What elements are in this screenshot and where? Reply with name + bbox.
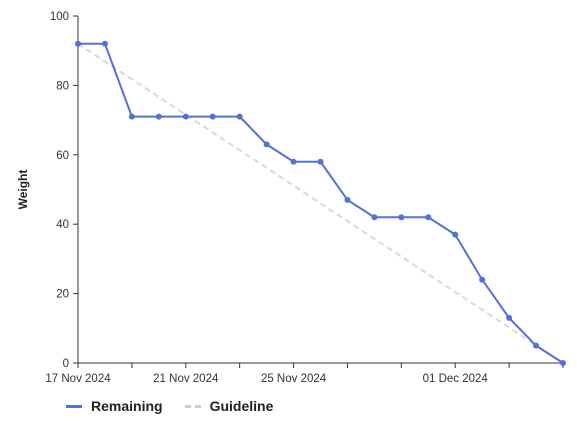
remaining-point (155, 113, 162, 120)
remaining-point (236, 113, 243, 120)
x-tick-label: 17 Nov 2024 (45, 373, 111, 385)
y-tick-label: 100 (50, 11, 69, 23)
y-tick-label: 60 (56, 150, 69, 162)
x-tick-label: 01 Dec 2024 (423, 373, 489, 385)
remaining-point (128, 113, 135, 120)
remaining-point (560, 360, 566, 366)
y-axis: 0 20 40 60 80 100 (50, 11, 79, 370)
legend-swatch-guideline (184, 404, 201, 408)
y-tick-label: 80 (56, 80, 69, 92)
remaining-point (101, 40, 108, 47)
y-tick-label: 20 (56, 289, 69, 301)
remaining-point (479, 276, 486, 283)
legend-swatch-remaining (66, 404, 82, 408)
x-tick-label: 25 Nov 2024 (261, 373, 327, 385)
remaining-point (425, 214, 432, 221)
remaining-point (344, 196, 351, 203)
remaining-point (506, 314, 513, 321)
x-tick-label: 21 Nov 2024 (153, 373, 219, 385)
remaining-point (371, 214, 378, 221)
y-axis-title: Weight (16, 170, 30, 210)
remaining-point (75, 40, 81, 47)
remaining-point (263, 141, 270, 148)
legend-item-guideline[interactable]: Guideline (184, 398, 274, 414)
guideline-line (77, 42, 564, 364)
y-tick-label: 0 (63, 358, 69, 370)
remaining-series (75, 40, 566, 366)
remaining-point (290, 158, 297, 165)
remaining-point (182, 113, 189, 120)
legend-label-guideline: Guideline (209, 398, 274, 414)
x-axis: 17 Nov 2024 21 Nov 2024 25 Nov 2024 01 Dec … (45, 362, 564, 385)
legend: Remaining Guideline (66, 398, 273, 414)
guideline-series (77, 42, 564, 364)
remaining-point (209, 113, 216, 120)
legend-label-remaining: Remaining (91, 398, 163, 414)
legend-item-remaining[interactable]: Remaining (66, 398, 163, 414)
y-tick-label: 40 (56, 219, 69, 231)
remaining-point (398, 214, 405, 221)
remaining-point (452, 231, 459, 238)
remaining-point (317, 158, 324, 165)
remaining-point (533, 342, 540, 349)
